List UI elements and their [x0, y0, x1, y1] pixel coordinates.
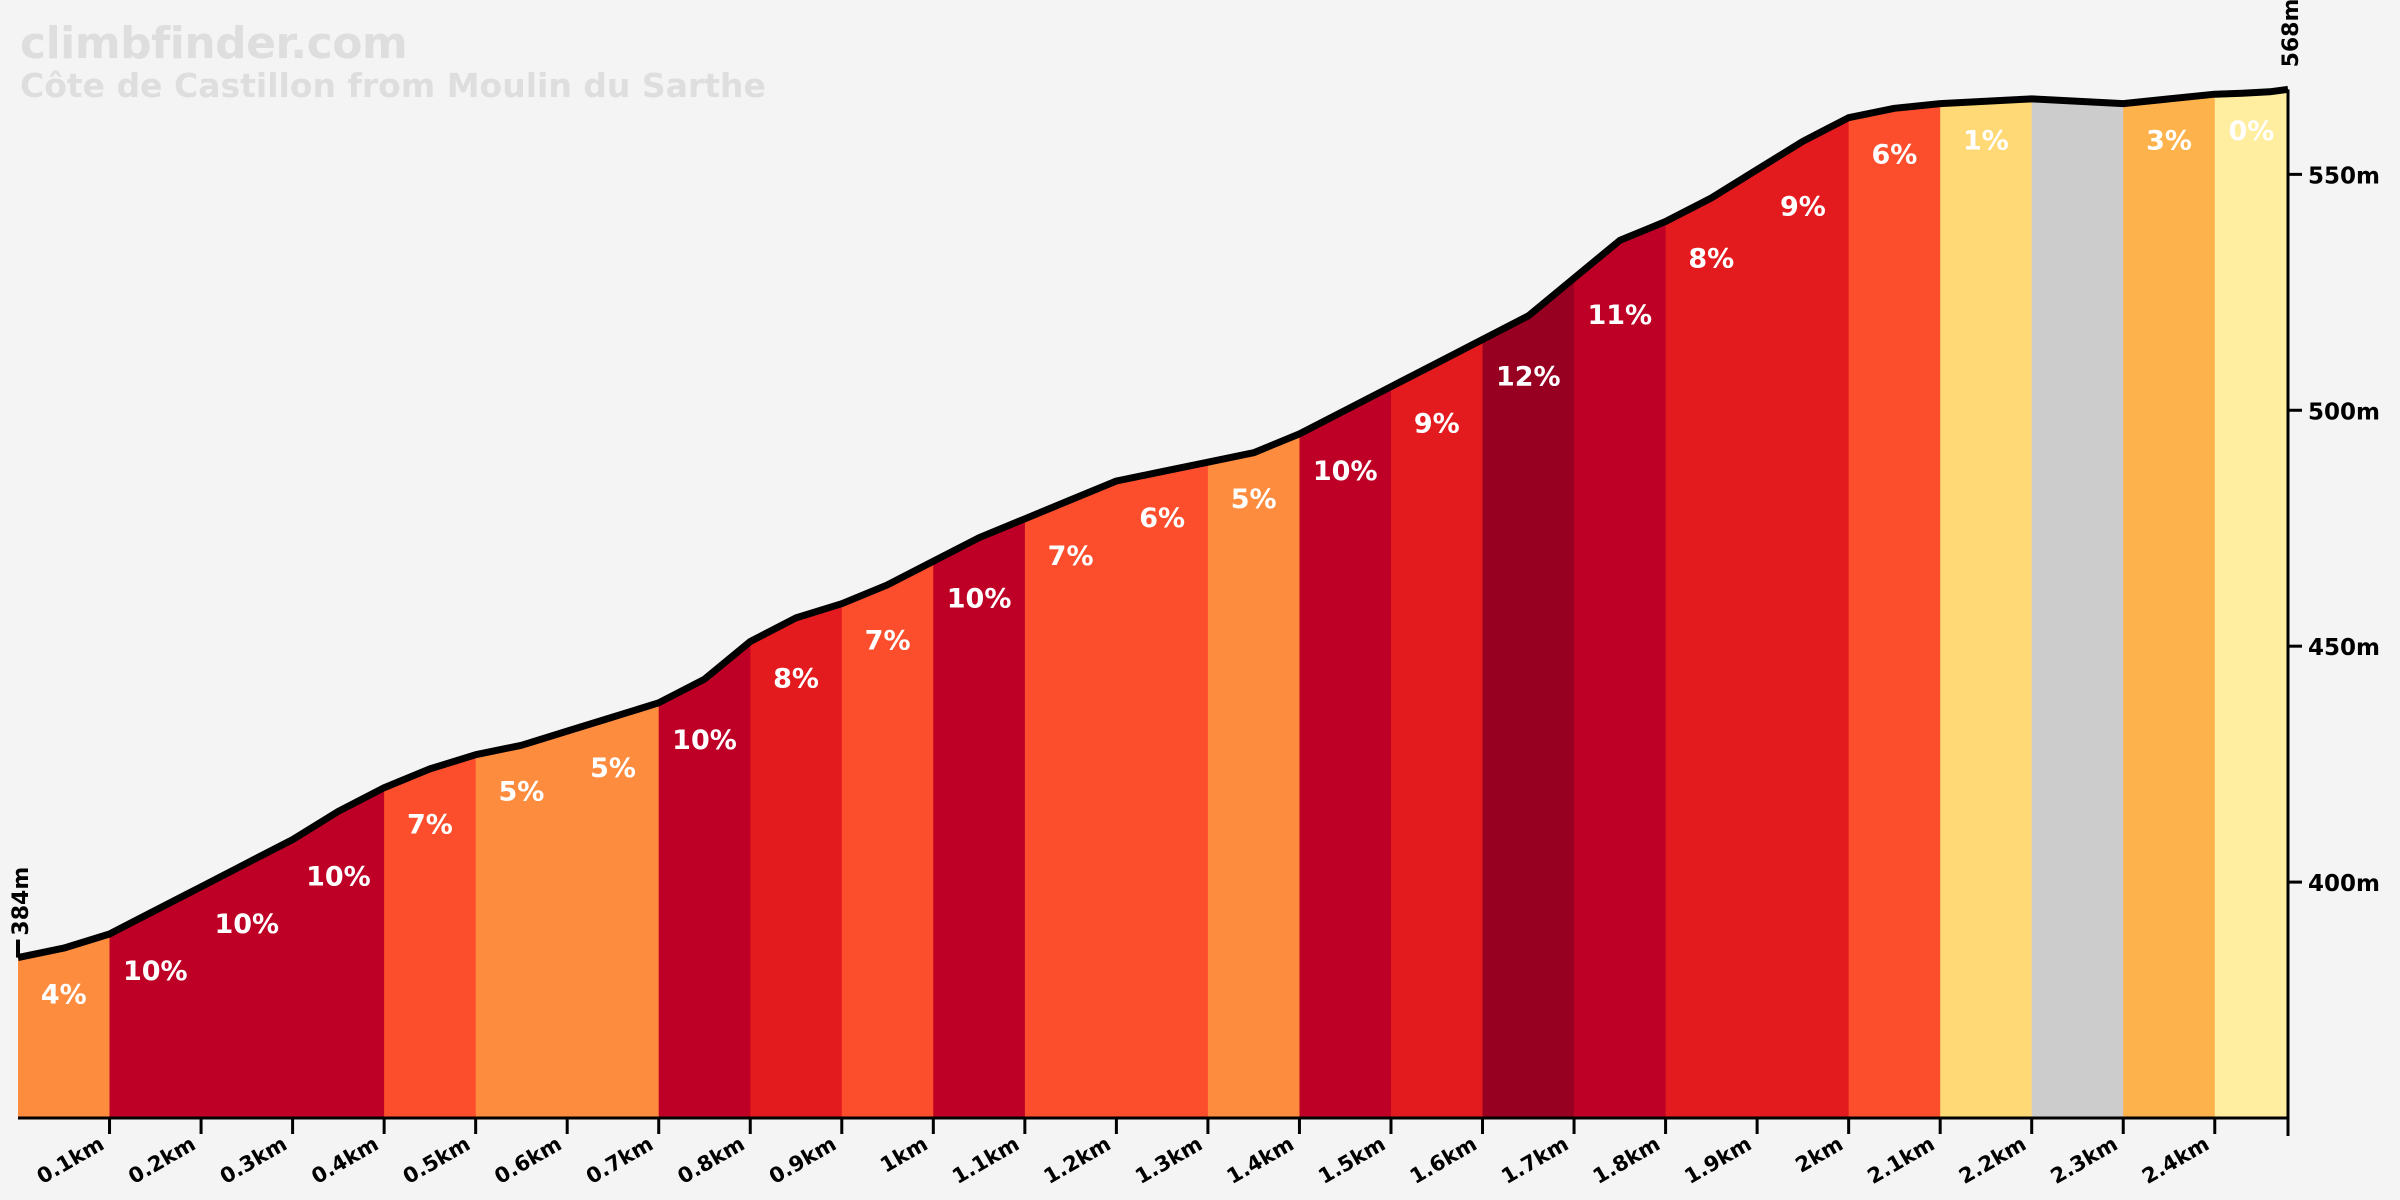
end-elevation-label: 568m [2279, 0, 2304, 67]
gradient-segment [292, 89, 385, 1118]
x-tick-label: 0.1km [33, 1132, 108, 1189]
gradient-label: 1% [1963, 126, 2009, 157]
x-tick-label: 1km [876, 1132, 932, 1178]
site-watermark: climbfinder.com [20, 18, 408, 69]
gradient-label: 10% [1313, 456, 1378, 487]
x-tick-label: 1.4km [1223, 1132, 1298, 1189]
gradient-segment [1757, 89, 1850, 1118]
x-tick-label: 1.1km [948, 1132, 1023, 1189]
gradient-label: 6% [1139, 503, 1185, 534]
x-tick-label: 1.5km [1314, 1132, 1389, 1189]
gradient-segment [750, 89, 843, 1118]
gradient-segment [2031, 89, 2124, 1118]
gradient-label: 10% [214, 909, 279, 940]
x-tick-label: 0.3km [216, 1132, 291, 1189]
gradient-segment [1299, 89, 1392, 1118]
gradient-label: 9% [1780, 192, 1826, 223]
gradient-segment [1207, 89, 1300, 1118]
gradient-label: 5% [1231, 484, 1277, 515]
gradient-label: 7% [407, 810, 453, 841]
x-tick-label: 0.9km [765, 1132, 840, 1189]
x-tick-label: 0.7km [582, 1132, 657, 1189]
gradient-label: 5% [590, 753, 636, 784]
x-tick-label: 1.9km [1680, 1132, 1755, 1189]
y-tick-label: 450m [2308, 635, 2380, 661]
gradient-segment [201, 89, 294, 1118]
x-tick-label: 1.6km [1406, 1132, 1481, 1189]
gradient-segment [1574, 89, 1667, 1118]
x-tick-label: 0.6km [490, 1132, 565, 1189]
gradient-label: 4% [41, 980, 87, 1011]
gradient-segment [2214, 89, 2288, 1118]
x-tick-label: 0.5km [399, 1132, 474, 1189]
gradient-labels: 4% 10% 10% 10% 7% 5% 5% 10% 8% 7% 10% 7% 6% 5% 10% 9% 12… [41, 116, 2274, 1010]
gradient-segment [475, 89, 568, 1118]
y-tick-label: 550m [2308, 163, 2380, 189]
gradient-label: 3% [2146, 126, 2192, 157]
gradient-segment [658, 89, 751, 1118]
x-tick-label: 0.4km [307, 1132, 382, 1189]
x-tick-label: 2km [1791, 1132, 1847, 1178]
gradient-segment [933, 89, 1026, 1118]
gradient-segment [1482, 89, 1575, 1118]
x-tick-label: 1.8km [1589, 1132, 1664, 1189]
gradient-label: 10% [672, 725, 737, 756]
gradient-label: 5% [498, 777, 544, 808]
gradient-label: 7% [1048, 541, 1094, 572]
gradient-segment [1665, 89, 1758, 1118]
gradient-segment [1940, 89, 2033, 1118]
gradient-segment [841, 89, 934, 1118]
gradient-segment [1848, 89, 1941, 1118]
gradient-label: 0% [2228, 116, 2274, 147]
x-tick-label: 2.2km [1955, 1132, 2030, 1189]
x-tick-label: 0.8km [673, 1132, 748, 1189]
gradient-label: 10% [306, 862, 371, 893]
x-tick-label: 1.2km [1040, 1132, 1115, 1189]
gradient-label: 8% [1688, 244, 1734, 275]
gradient-label: 8% [773, 664, 819, 695]
gradient-label: 10% [947, 583, 1012, 614]
gradient-label: 6% [1871, 140, 1917, 171]
gradient-label: 10% [123, 956, 188, 987]
x-tick-label: 1.3km [1131, 1132, 1206, 1189]
y-tick-label: 400m [2308, 871, 2380, 897]
gradient-segment [1116, 89, 1209, 1118]
gradient-label: 12% [1496, 362, 1561, 393]
y-tick-label: 500m [2308, 399, 2380, 425]
x-tick-label: 1.7km [1497, 1132, 1572, 1189]
start-elevation-label: 384m [9, 867, 34, 936]
gradient-segment [384, 89, 477, 1118]
x-tick-label: 2.3km [2046, 1132, 2121, 1189]
gradient-segment [567, 89, 660, 1118]
gradient-label: 7% [865, 626, 911, 657]
gradient-label: 9% [1414, 409, 1460, 440]
x-tick-label: 2.4km [2138, 1132, 2213, 1189]
x-tick-label: 0.2km [124, 1132, 199, 1189]
chart-title: Côte de Castillon from Moulin du Sarthe [20, 66, 766, 105]
gradient-segment [1391, 89, 1484, 1118]
gradient-segment [2123, 89, 2216, 1118]
gradient-segments [18, 89, 2288, 1118]
gradient-label: 11% [1587, 300, 1652, 331]
gradient-segment [1024, 89, 1117, 1118]
profile-line [17, 85, 2289, 962]
x-tick-label: 2.1km [1863, 1132, 1938, 1189]
